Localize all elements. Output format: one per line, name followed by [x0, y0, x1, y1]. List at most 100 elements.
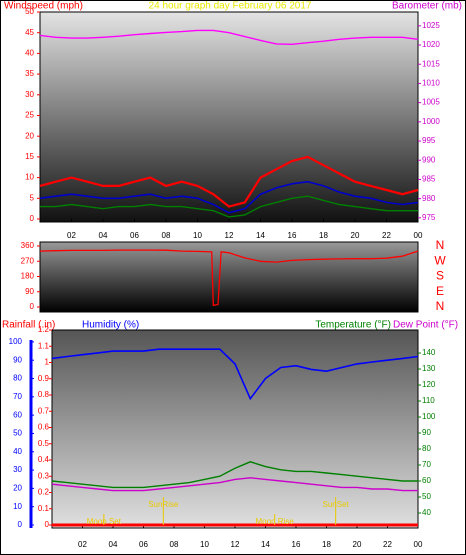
- y2-tick-label: 1025: [422, 21, 440, 30]
- y3-tick-label: 60: [13, 410, 22, 419]
- y-tick-label: 45: [25, 28, 34, 37]
- x-tick-label: 04: [99, 231, 108, 240]
- panel-wind: [39, 11, 419, 223]
- panel-climate: [51, 329, 419, 529]
- y3-tick-label: 80: [13, 374, 22, 383]
- annotation: Moon Rise: [256, 517, 295, 526]
- y3-tick-label: 0: [18, 520, 23, 529]
- compass-label: N: [436, 299, 445, 313]
- y-tick-label: 25: [25, 111, 34, 120]
- x-tick-label: 22: [383, 540, 392, 549]
- x-tick-label: 10: [200, 540, 209, 549]
- annotation: SunSet: [323, 500, 350, 509]
- x-tick-label: 00: [414, 231, 423, 240]
- y-tick-label: 0: [30, 214, 35, 223]
- y2-tick-label: 980: [422, 194, 436, 203]
- x-tick-label: 16: [288, 231, 297, 240]
- y2-tick-label: 985: [422, 175, 436, 184]
- x-tick-label: 12: [231, 540, 240, 549]
- y-tick-label: 0.3: [38, 471, 50, 480]
- x-tick-label: 14: [261, 540, 270, 549]
- x-tick-label: 08: [162, 231, 171, 240]
- x-tick-label: 10: [193, 231, 202, 240]
- y-tick-label: 5: [30, 193, 35, 202]
- y-tick-label: 40: [25, 49, 34, 58]
- series-line: [39, 249, 419, 307]
- y3-tick-label: 20: [13, 483, 22, 492]
- y2-tick-label: 60: [422, 476, 431, 485]
- compass-label: N: [436, 238, 445, 252]
- annotation: Moon Set: [87, 517, 122, 526]
- y2-label: Dew Point (°F): [393, 320, 458, 331]
- x-tick-label: 02: [67, 231, 76, 240]
- y2-tick-label: 1020: [422, 40, 440, 49]
- y-tick-label: 30: [25, 90, 34, 99]
- y2-label: Barometer (mb): [392, 1, 462, 12]
- y2-tick-label: 50: [422, 492, 431, 501]
- x-tick-label: 22: [382, 231, 391, 240]
- y-tick-label: 270: [21, 256, 35, 265]
- compass-label: S: [436, 269, 444, 283]
- y-tick-label: 1: [45, 358, 50, 367]
- y-tick-label: 0: [30, 302, 35, 311]
- y2-tick-label: 990: [422, 155, 436, 164]
- y-tick-label: 0.1: [38, 504, 50, 513]
- y3-tick-label: 30: [13, 465, 22, 474]
- series-line: [40, 195, 418, 218]
- y-tick-label: 0.6: [38, 423, 50, 432]
- series-line: [39, 155, 419, 208]
- y-tick-label: 360: [21, 241, 35, 250]
- y-tick-label: 1.1: [38, 341, 50, 350]
- x-tick-label: 20: [351, 231, 360, 240]
- y-label: Windspeed (mph): [4, 1, 83, 12]
- y3-label: Humidity (%): [82, 320, 139, 331]
- y-tick-label: 0.4: [38, 455, 50, 464]
- y-tick-label: 0.5: [38, 439, 50, 448]
- y-tick-label: 180: [21, 272, 35, 281]
- x-tick-label: 14: [256, 231, 265, 240]
- x-tick-label: 20: [353, 540, 362, 549]
- y-tick-label: 1.2: [38, 325, 50, 334]
- y-tick-label: 20: [25, 131, 34, 140]
- x-tick-label: 18: [319, 231, 328, 240]
- y-tick-label: 90: [25, 287, 34, 296]
- y-tick-label: 35: [25, 69, 34, 78]
- x-tick-label: 16: [292, 540, 301, 549]
- y2-tick-label: 100: [422, 412, 436, 421]
- y2-tick-label: 975: [422, 213, 436, 222]
- y-tick-label: 0.9: [38, 374, 50, 383]
- y2-tick-label: 110: [422, 396, 435, 405]
- title: 24 hour graph day February 06 2017: [149, 1, 312, 12]
- y2-tick-label: 1005: [422, 98, 440, 107]
- x-tick-label: 18: [322, 540, 331, 549]
- x-tick-label: 02: [78, 540, 87, 549]
- panel-direction: [39, 241, 419, 313]
- compass-label: W: [434, 253, 446, 267]
- y3-tick-label: 10: [13, 502, 22, 511]
- y2-tick-label: 70: [422, 460, 431, 469]
- series-line: [39, 180, 419, 214]
- y2-tick-label: 1010: [422, 79, 440, 88]
- y3-tick-label: 40: [13, 447, 22, 456]
- y-tick-label: 0.2: [38, 488, 50, 497]
- y2-tick-label: 130: [422, 364, 436, 373]
- y2-tick-label: 90: [422, 428, 431, 437]
- y2-tick-label: 40: [422, 508, 431, 517]
- y2-tick-label: 140: [422, 348, 436, 357]
- y-tick-label: 0.7: [38, 406, 50, 415]
- series-line: [51, 461, 418, 489]
- y2-tick-label: 1015: [422, 59, 440, 68]
- y3-tick-label: 100: [9, 337, 23, 346]
- x-tick-label: 04: [109, 540, 118, 549]
- y2-tick-label: 1000: [422, 117, 440, 126]
- annotation: SunRise: [148, 500, 179, 509]
- x-tick-label: 00: [414, 540, 423, 549]
- series-line: [51, 477, 418, 492]
- y2-tick-label: 80: [422, 444, 431, 453]
- y3-tick-label: 90: [13, 355, 22, 364]
- y-tick-label: 10: [25, 173, 34, 182]
- y3-tick-label: 70: [13, 392, 22, 401]
- compass-label: E: [436, 284, 444, 298]
- x-tick-label: 06: [139, 540, 148, 549]
